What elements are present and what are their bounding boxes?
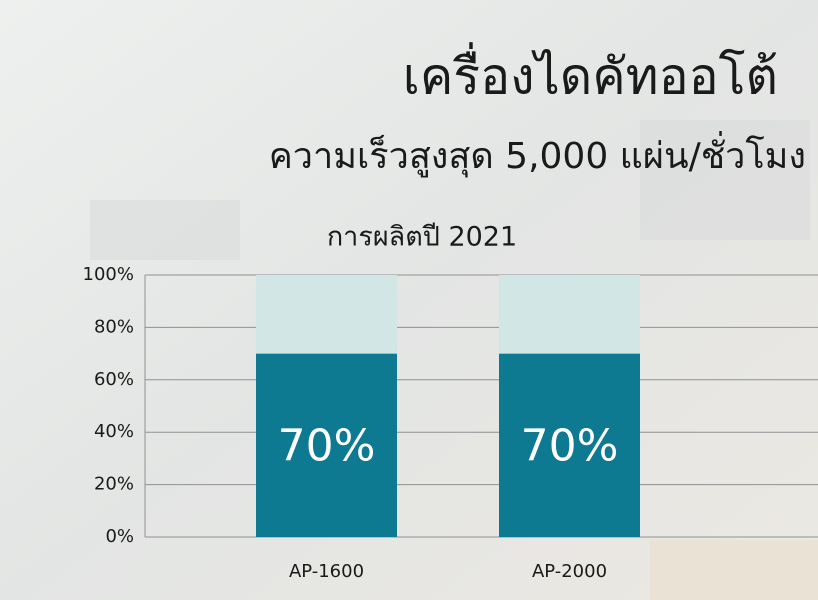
x-tick-label: AP-2000 (532, 561, 607, 582)
y-tick-label: 60% (94, 369, 134, 390)
value-label: 70% (278, 420, 376, 471)
chart-title: การผลิตปี 2021 (327, 222, 517, 253)
title: เครื่องไดคัทออโต้ (403, 43, 778, 106)
y-tick-label: 20% (94, 474, 134, 495)
background-shape (650, 540, 818, 600)
y-tick-label: 0% (105, 526, 134, 547)
bar-segment (256, 275, 397, 354)
background-shape (640, 120, 810, 240)
y-tick-label: 100% (83, 264, 134, 285)
background-shape (90, 200, 240, 260)
y-tick-label: 40% (94, 421, 134, 442)
bar-segment (256, 353, 397, 537)
bar-segment (499, 275, 640, 354)
value-label: 70% (521, 420, 619, 471)
x-tick-label: AP-1600 (289, 561, 364, 582)
y-tick-label: 80% (94, 316, 134, 337)
subtitle: ความเร็วสูงสุด 5,000 แผ่น/ชั่วโมง (269, 131, 806, 178)
bar-segment (499, 353, 640, 537)
